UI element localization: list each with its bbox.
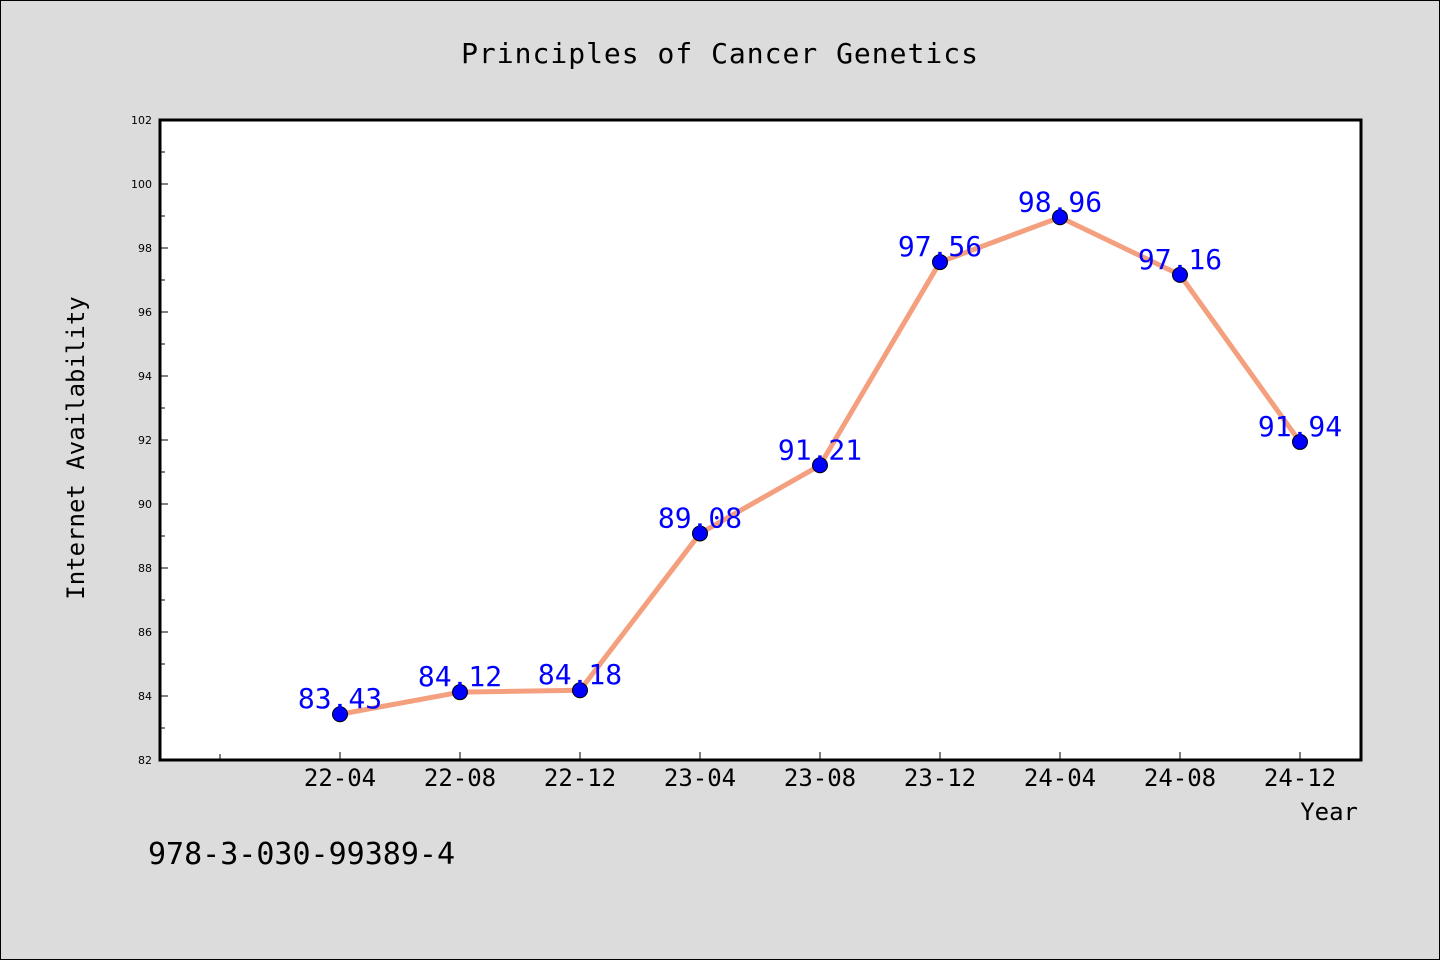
data-point: [692, 525, 708, 542]
data-label: 84.12: [418, 660, 502, 693]
data-label: 84.18: [538, 658, 622, 691]
data-point: [812, 457, 828, 474]
marker-group: [332, 209, 1308, 723]
data-point: [572, 682, 588, 699]
y-tick-label: 86: [138, 626, 152, 639]
data-point: [452, 684, 468, 701]
x-tick-label: 23-12: [904, 764, 976, 792]
x-tick-label: 22-12: [544, 764, 616, 792]
y-axis: 82 84 86 88 90 92 94 96 98 100 102: [131, 114, 168, 767]
y-axis-label: Internet Availability: [62, 296, 90, 599]
data-label: 98.96: [1018, 185, 1102, 218]
data-label: 97.16: [1138, 243, 1222, 276]
data-label-group: 83.43 84.12 84.18 89.08 91.21 97.56 98.96 97.16…: [298, 185, 1342, 715]
isbn-text: 978-3-030-99389-4: [148, 837, 455, 872]
x-tick-label: 23-08: [784, 764, 856, 792]
x-tick-label: 22-04: [304, 764, 376, 792]
data-label: 91.94: [1258, 410, 1342, 443]
y-tick-label: 88: [138, 562, 152, 575]
y-tick-label: 100: [131, 178, 152, 191]
plot-area: [158, 118, 1363, 762]
data-point: [1172, 266, 1188, 283]
data-label: 83.43: [298, 682, 382, 715]
x-tick-label: 23-04: [664, 764, 736, 792]
data-point: [932, 254, 948, 271]
data-label: 91.21: [778, 433, 862, 466]
y-tick-label: 96: [138, 306, 152, 319]
y-tick-label: 90: [138, 498, 152, 511]
data-point: [1052, 209, 1068, 226]
y-tick-label: 98: [138, 242, 152, 255]
x-tick-label: 22-08: [424, 764, 496, 792]
y-tick-label: 102: [131, 114, 152, 127]
x-axis: 22-04 22-08 22-12 23-04 23-08 23-12 24-04 24-08…: [219, 752, 1336, 792]
x-tick-label: 24-12: [1264, 764, 1336, 792]
x-axis-label: Year: [1300, 798, 1358, 826]
y-tick-label: 92: [138, 434, 152, 447]
data-point: [1292, 433, 1308, 450]
chart-title: Principles of Cancer Genetics: [461, 37, 979, 70]
y-tick-label: 94: [138, 370, 152, 383]
data-label: 89.08: [658, 501, 742, 534]
x-tick-label: 24-08: [1144, 764, 1216, 792]
data-label: 97.56: [898, 230, 982, 263]
y-tick-label: 82: [138, 754, 152, 767]
y-tick-label: 84: [138, 690, 152, 703]
x-tick-label: 24-04: [1024, 764, 1096, 792]
data-point: [332, 706, 348, 723]
